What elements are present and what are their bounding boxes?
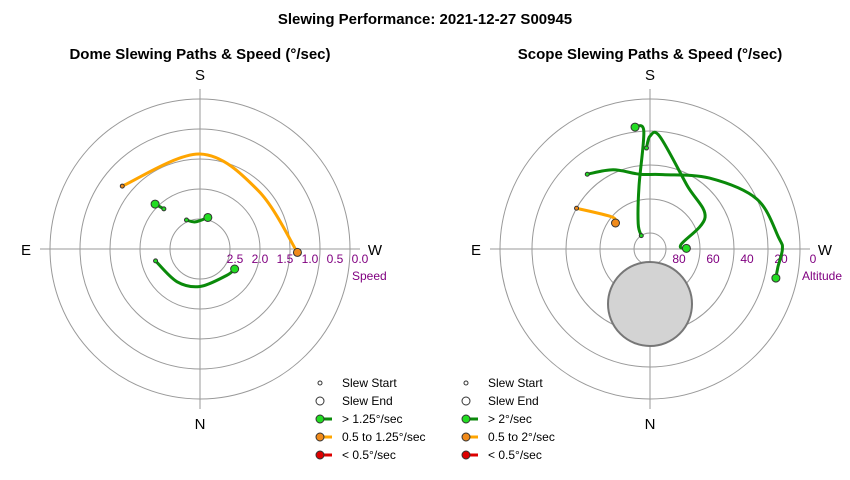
scope-legend: Slew Start Slew End > 2°/sec 0.5 to 2°/sec <…: [461, 376, 555, 462]
dome-compass-bottom: N: [195, 416, 206, 433]
dome-tick-label: 1.5: [277, 252, 294, 266]
dome-slew-start-marker: [161, 206, 167, 212]
dome-slew-paths: [119, 152, 302, 289]
dome-tick-label: 0.5: [327, 252, 344, 266]
scope-slew-end-marker: [771, 273, 781, 283]
scope-slew-start-marker: [638, 233, 644, 239]
scope-slew-path-1: [585, 168, 784, 280]
scope-legend-label: > 2°/sec: [488, 412, 532, 426]
scope-legend-label: 0.5 to 2°/sec: [488, 430, 555, 444]
dome-radial-ticks: 2.5 2.0 1.5 1.0 0.5 0.0: [227, 252, 369, 266]
dome-compass-left: E: [21, 242, 31, 259]
scope-slew-path-2: [633, 124, 646, 238]
dome-slew-start-marker: [153, 258, 159, 264]
dome-tick-label: 2.5: [227, 252, 244, 266]
scope-tick-label: 40: [740, 252, 754, 266]
scope-legend-slow-icon: [461, 450, 471, 460]
scope-slew-end-marker: [610, 218, 620, 228]
dome-legend-label: Slew Start: [342, 376, 397, 390]
dome-legend-label: < 0.5°/sec: [342, 448, 396, 462]
scope-compass-top: S: [645, 67, 655, 84]
scope-legend-label: Slew End: [488, 394, 539, 408]
scope-compass-bottom: N: [645, 416, 656, 433]
dome-legend: Slew Start Slew End > 1.25°/sec 0.5 to 1.25…: [315, 376, 426, 462]
scope-tick-label: 60: [706, 252, 720, 266]
scope-chart-title: Scope Slewing Paths & Speed (°/sec): [518, 46, 782, 63]
dome-grid: [40, 89, 360, 409]
scope-slew-start-marker: [574, 205, 580, 211]
dome-slew-end-marker: [230, 264, 240, 274]
scope-legend-fast-icon: [461, 414, 471, 424]
dome-legend-fast-icon: [315, 414, 325, 424]
dome-slew-start-marker: [183, 217, 189, 223]
scope-legend-start-icon: [463, 380, 469, 386]
dome-legend-end-icon: [315, 396, 325, 406]
scope-legend-label: Slew Start: [488, 376, 543, 390]
scope-slew-path-3: [575, 206, 618, 225]
dome-slew-end-marker: [203, 212, 213, 222]
dome-compass-right: W: [368, 242, 383, 259]
scope-legend-end-icon: [461, 396, 471, 406]
dome-slew-path-3: [154, 259, 237, 289]
dome-radial-axis-label: Speed: [352, 269, 387, 283]
dome-tick-label: 0.0: [352, 252, 369, 266]
dome-chart-title: Dome Slewing Paths & Speed (°/sec): [69, 46, 330, 63]
dome-legend-label: > 1.25°/sec: [342, 412, 403, 426]
dome-legend-slow-icon: [315, 450, 325, 460]
scope-slew-start-marker: [584, 171, 590, 177]
dome-legend-label: 0.5 to 1.25°/sec: [342, 430, 426, 444]
scope-polar-chart: Scope Slewing Paths & Speed (°/sec) S N …: [461, 46, 842, 462]
dome-legend-start-icon: [317, 380, 323, 386]
dome-slew-start-marker: [119, 183, 125, 189]
scope-slew-end-marker: [681, 243, 691, 253]
dome-slew-path-0: [120, 152, 299, 254]
dome-compass-top: S: [195, 67, 205, 84]
dome-slew-end-marker: [150, 199, 160, 209]
dome-legend-mid-icon: [315, 432, 325, 442]
chart-title: Slewing Performance: 2021-12-27 S00945: [278, 11, 572, 28]
scope-occulted-region: [607, 261, 693, 347]
scope-slew-start-marker: [643, 145, 649, 151]
scope-slew-end-marker: [630, 122, 640, 132]
dome-tick-label: 1.0: [302, 252, 319, 266]
scope-tick-label: 80: [672, 252, 686, 266]
scope-legend-mid-icon: [461, 432, 471, 442]
scope-slew-paths: [574, 122, 784, 283]
scope-compass-right: W: [818, 242, 833, 259]
dome-slew-end-marker: [292, 247, 302, 257]
scope-slew-path-0: [645, 130, 707, 250]
dome-polar-chart: Dome Slewing Paths & Speed (°/sec) S N E…: [21, 46, 426, 462]
scope-radial-axis-label: Altitude: [802, 269, 842, 283]
dome-tick-label: 2.0: [252, 252, 269, 266]
scope-compass-left: E: [471, 242, 481, 259]
scope-radial-ticks: 80 60 40 20 0: [672, 252, 816, 266]
scope-legend-label: < 0.5°/sec: [488, 448, 542, 462]
scope-tick-label: 0: [810, 252, 817, 266]
dome-legend-label: Slew End: [342, 394, 393, 408]
